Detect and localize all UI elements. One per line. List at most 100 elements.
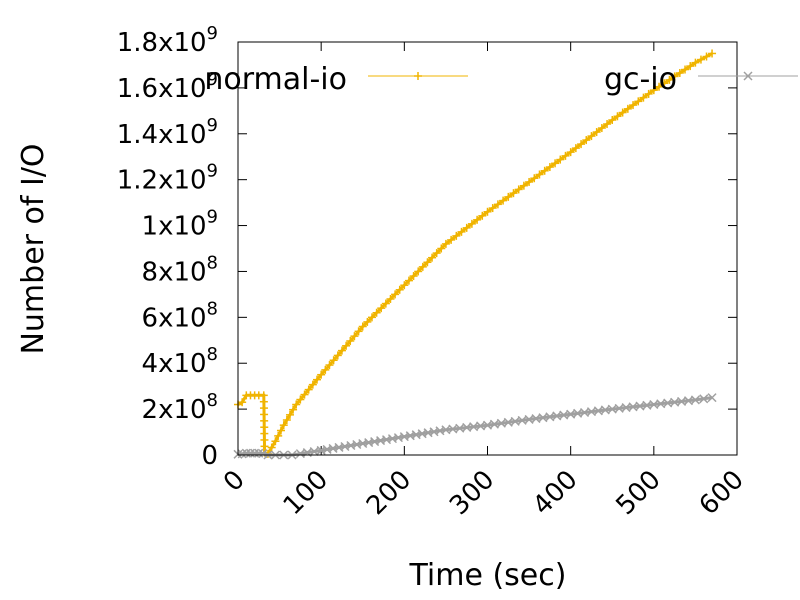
data-point-normal-io [655,82,664,91]
data-point-normal-io [367,313,376,322]
data-point-normal-io [519,181,528,190]
data-point-normal-io [437,244,446,253]
data-point-normal-io [418,262,427,271]
data-point-normal-io [428,253,437,262]
data-point-normal-io [623,104,632,113]
data-point-normal-io [592,128,601,137]
data-point-normal-io [556,155,565,164]
data-point-normal-io [708,49,717,58]
data-point-normal-io [473,215,482,224]
data-point-normal-io [634,97,643,106]
x-tick-label: 500 [610,465,666,521]
data-point-normal-io [504,192,513,201]
data-point-normal-io [354,327,363,336]
data-point-gc-io [245,448,256,458]
data-point-normal-io [423,258,432,267]
x-tick-label: 200 [361,465,417,521]
data-point-normal-io [292,400,301,409]
data-point-normal-io [535,170,544,179]
y-tick-label: 8x108 [142,252,218,287]
x-tick-label: 600 [694,465,750,521]
data-point-normal-io [300,390,309,399]
data-point-normal-io [509,189,518,198]
data-point-normal-io [551,159,560,168]
y-axis-tick-labels: 0 2x108 4x108 6x108 8x108 1x109 1.2x109 1.4x109… [117,23,218,471]
x-axis-tick-labels: 0 100 200 300 400 500 600 [218,465,750,521]
legend-entry-gc-io: gc-io [604,62,798,97]
data-point-gc-io [690,395,700,405]
y-axis-title: Number of I/O [16,143,51,354]
data-point-normal-io [276,426,285,435]
data-point-normal-io [525,177,534,186]
data-point-normal-io [267,443,276,452]
y-tick-label: 1.4x109 [117,115,218,150]
data-point-normal-io [681,65,690,74]
series-layer [233,49,717,460]
data-point-normal-io [342,341,351,350]
data-point-normal-io [649,86,658,95]
data-point-normal-io [377,304,386,313]
data-point-normal-io [597,124,606,133]
data-point-normal-io [391,290,400,299]
data-point-normal-io [566,148,575,157]
data-point-normal-io [618,108,627,117]
data-point-normal-io [639,93,648,102]
data-point-normal-io [691,58,700,67]
data-point-normal-io [400,281,409,290]
data-point-normal-io [452,231,461,240]
y-tick-label: 1.8x109 [117,23,218,58]
plot-frame [237,41,738,456]
data-point-normal-io [363,317,372,326]
data-point-normal-io [337,346,346,355]
data-point-normal-io [308,380,317,389]
data-point-normal-io [587,132,596,141]
y-tick-label: 1.2x109 [117,161,218,196]
data-point-normal-io [289,405,298,414]
data-point-normal-io [346,336,355,345]
data-point-normal-io [545,163,554,172]
legend: normal-io gc-io [204,62,798,97]
data-point-normal-io [603,120,612,129]
data-point-normal-io [333,351,342,360]
tick-marks [237,41,738,456]
data-point-normal-io [381,299,390,308]
series-line-normal-io [237,52,713,456]
data-point-normal-io [238,398,247,407]
data-point-gc-io [241,448,251,458]
legend-label: gc-io [604,62,677,97]
x-tick-label: 300 [444,465,500,521]
data-point-normal-io [271,437,280,446]
x-tick-label: 400 [527,465,583,521]
data-point-normal-io [582,136,591,145]
data-point-normal-io [329,356,338,365]
y-tick-label: 4x108 [142,344,218,379]
data-point-gc-io [699,394,709,404]
data-point-normal-io [282,416,291,425]
data-point-normal-io [441,239,450,248]
y-tick-label: 6x108 [142,298,218,333]
data-point-normal-io [696,55,705,64]
data-point-normal-io [665,75,674,84]
data-point-normal-io [432,249,441,258]
data-point-normal-io [488,204,497,213]
data-point-normal-io [478,211,487,220]
data-point-normal-io [540,166,549,175]
y-tick-label: 0 [201,441,218,471]
data-point-normal-io [613,112,622,121]
data-point-normal-io [325,361,334,370]
data-point-normal-io [577,140,586,149]
data-point-gc-io [250,448,260,458]
data-point-normal-io [395,285,404,294]
data-point-normal-io [304,385,313,394]
data-point-normal-io [571,144,580,153]
y-tick-label: 2x108 [142,390,218,425]
data-point-normal-io [404,276,413,285]
data-point-normal-io [493,200,502,209]
data-point-normal-io [467,219,476,228]
data-point-normal-io [414,267,423,276]
data-point-normal-io [409,272,418,281]
legend-swatch-marker [414,72,422,80]
data-point-normal-io [702,52,711,61]
data-point-normal-io [670,72,679,81]
series-gc-io [233,393,717,460]
